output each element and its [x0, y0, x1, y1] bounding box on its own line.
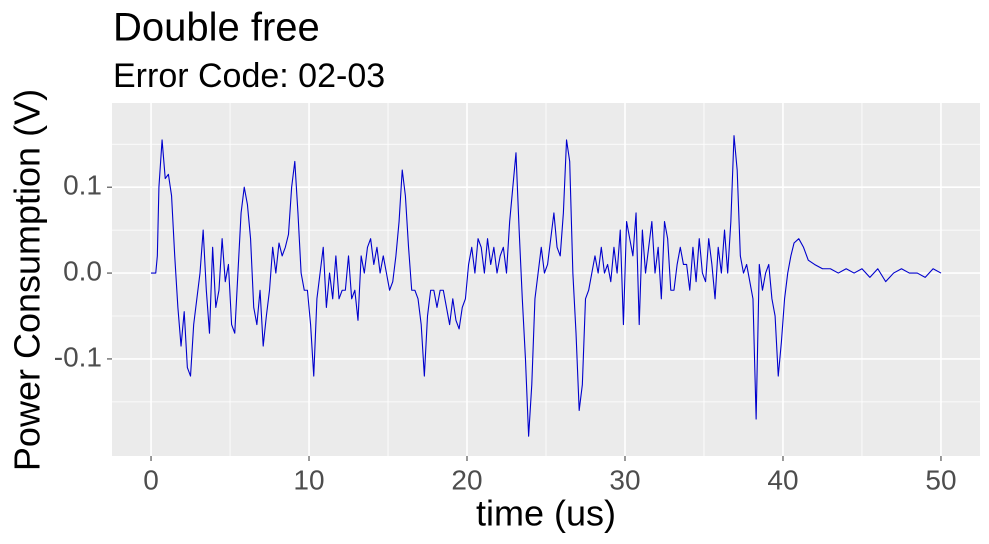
x-tick-label: 20 — [451, 464, 482, 495]
chart-subtitle: Error Code: 02-03 — [113, 57, 385, 95]
y-axis-title: Power Consumption (V) — [7, 89, 48, 471]
chart-title: Double free — [113, 6, 320, 50]
x-tick-label: 0 — [143, 464, 159, 495]
y-tick-label: -0.1 — [54, 341, 102, 372]
x-tick-label: 40 — [767, 464, 798, 495]
x-axis-title: time (us) — [476, 493, 616, 534]
y-tick-label: 0.1 — [63, 170, 102, 201]
x-tick-label: 50 — [925, 464, 956, 495]
x-tick-label: 30 — [609, 464, 640, 495]
data-line — [151, 135, 942, 437]
x-tick-label: 10 — [293, 464, 324, 495]
y-tick-label: 0.0 — [63, 255, 102, 286]
